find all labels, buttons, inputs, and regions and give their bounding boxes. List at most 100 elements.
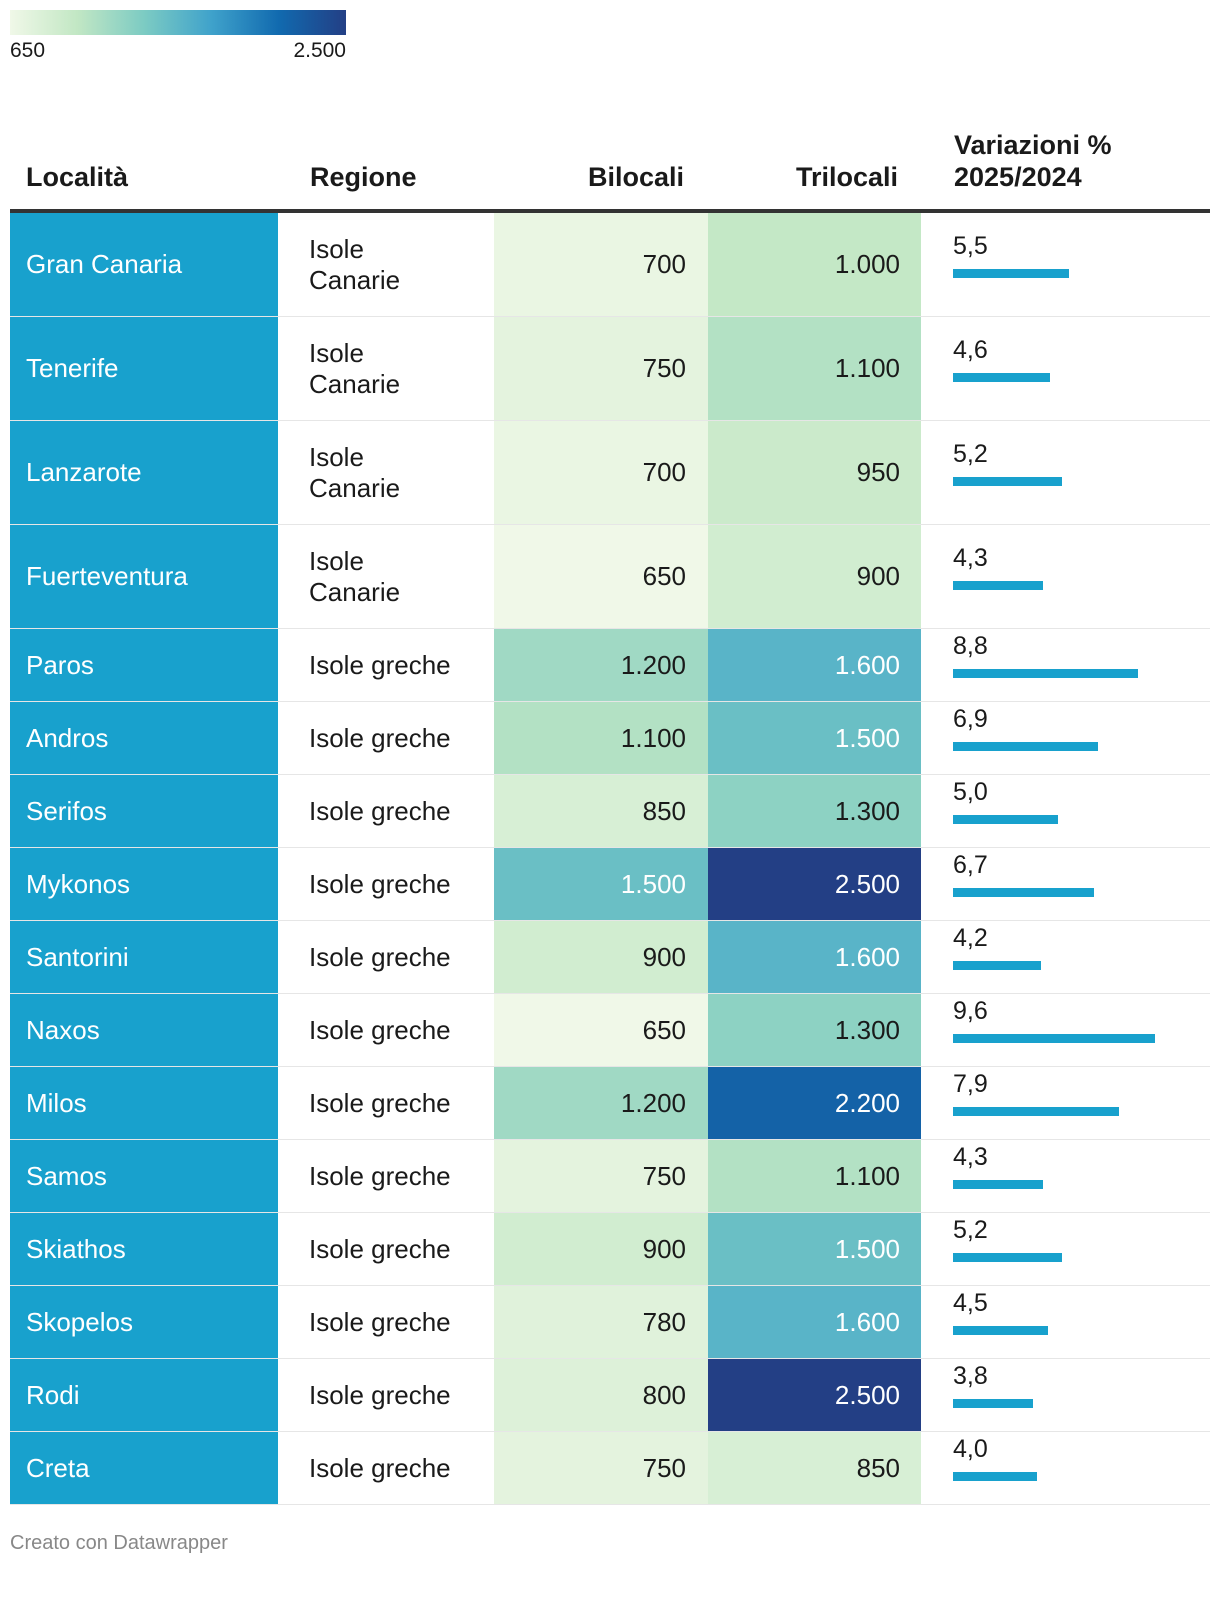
legend-gradient-bar: [10, 10, 346, 35]
variazione-value: 4,6: [953, 335, 988, 364]
cell-trilocali: 1.600: [708, 1286, 921, 1358]
cell-localita: Fuerteventura: [10, 525, 278, 628]
cell-trilocali: 2.500: [708, 848, 921, 920]
cell-variazione: 5,2: [921, 1213, 1210, 1285]
cell-variazione: 6,7: [921, 848, 1210, 920]
cell-localita: Milos: [10, 1067, 278, 1139]
cell-trilocali: 2.500: [708, 1359, 921, 1431]
cell-localita: Rodi: [10, 1359, 278, 1431]
table-row: Serifos Isole greche 850 1.300 5,0: [10, 775, 1210, 848]
table-row: Samos Isole greche 750 1.100 4,3: [10, 1140, 1210, 1213]
header-localita: Località: [26, 162, 129, 192]
cell-bilocali: 900: [494, 1213, 708, 1285]
variazione-bar: [953, 372, 1050, 382]
variazione-value: 4,2: [953, 924, 988, 952]
variazione-bar: [953, 1472, 1037, 1481]
cell-variazione: 6,9: [921, 702, 1210, 774]
cell-trilocali: 1.600: [708, 629, 921, 701]
color-legend: 650 2.500: [10, 10, 346, 65]
header-variazioni: Variazioni % 2025/2024: [954, 129, 1174, 193]
cell-trilocali: 850: [708, 1432, 921, 1504]
header-variazioni-line1: Variazioni %: [954, 130, 1112, 160]
variazione-value: 9,6: [953, 997, 988, 1025]
variazione-bar: [953, 580, 1043, 590]
cell-variazione: 4,3: [921, 525, 1210, 628]
cell-variazione: 4,6: [921, 317, 1210, 420]
cell-bilocali: 1.100: [494, 702, 708, 774]
variazione-value: 4,3: [953, 1143, 988, 1171]
cell-variazione: 4,0: [921, 1432, 1210, 1504]
table-row: Skopelos Isole greche 780 1.600 4,5: [10, 1286, 1210, 1359]
cell-localita: Andros: [10, 702, 278, 774]
cell-bilocali: 650: [494, 994, 708, 1066]
variazione-value: 5,0: [953, 778, 988, 806]
cell-variazione: 7,9: [921, 1067, 1210, 1139]
variazione-value: 7,9: [953, 1070, 988, 1098]
cell-localita: Santorini: [10, 921, 278, 993]
variazione-bar: [953, 888, 1094, 897]
cell-bilocali: 850: [494, 775, 708, 847]
cell-bilocali: 650: [494, 525, 708, 628]
variazione-bar: [953, 476, 1062, 486]
cell-localita: Skopelos: [10, 1286, 278, 1358]
cell-trilocali: 1.300: [708, 994, 921, 1066]
cell-variazione: 8,8: [921, 629, 1210, 701]
cell-variazione: 9,6: [921, 994, 1210, 1066]
cell-bilocali: 1.500: [494, 848, 708, 920]
cell-localita: Lanzarote: [10, 421, 278, 524]
cell-trilocali: 1.100: [708, 1140, 921, 1212]
cell-variazione: 5,5: [921, 213, 1210, 316]
table-row: Paros Isole greche 1.200 1.600 8,8: [10, 629, 1210, 702]
cell-trilocali: 1.500: [708, 1213, 921, 1285]
cell-trilocali: 1.100: [708, 317, 921, 420]
cell-regione: Isole Canarie: [309, 441, 401, 503]
cell-localita: Mykonos: [10, 848, 278, 920]
table-row: Andros Isole greche 1.100 1.500 6,9: [10, 702, 1210, 775]
cell-bilocali: 1.200: [494, 1067, 708, 1139]
cell-trilocali: 950: [708, 421, 921, 524]
cell-localita: Serifos: [10, 775, 278, 847]
variazione-value: 4,0: [953, 1435, 988, 1463]
footer-credit: Creato con Datawrapper: [10, 1532, 228, 1554]
variazione-value: 4,5: [953, 1289, 988, 1317]
variazione-bar: [953, 1326, 1048, 1335]
variazione-bar: [953, 961, 1041, 970]
cell-regione: Isole greche: [309, 649, 451, 680]
table-row: Creta Isole greche 750 850 4,0: [10, 1432, 1210, 1505]
variazione-bar: [953, 1399, 1033, 1408]
cell-trilocali: 1.500: [708, 702, 921, 774]
cell-localita: Naxos: [10, 994, 278, 1066]
cell-localita: Paros: [10, 629, 278, 701]
table-row: Rodi Isole greche 800 2.500 3,8: [10, 1359, 1210, 1432]
table-row: Milos Isole greche 1.200 2.200 7,9: [10, 1067, 1210, 1140]
variazione-value: 6,9: [953, 705, 988, 733]
cell-regione: Isole greche: [309, 722, 451, 753]
table-body: Gran Canaria Isole Canarie 700 1.000 5,5 Tene…: [10, 213, 1210, 1505]
cell-regione: Isole Canarie: [309, 337, 401, 399]
variazione-bar: [953, 1180, 1043, 1189]
cell-variazione: 4,3: [921, 1140, 1210, 1212]
cell-bilocali: 1.200: [494, 629, 708, 701]
variazione-value: 5,2: [953, 1216, 988, 1244]
cell-variazione: 5,2: [921, 421, 1210, 524]
cell-bilocali: 800: [494, 1359, 708, 1431]
variazione-bar: [953, 742, 1098, 751]
cell-bilocali: 750: [494, 1432, 708, 1504]
cell-regione: Isole greche: [309, 1014, 451, 1045]
cell-regione: Isole greche: [309, 941, 451, 972]
variazione-value: 5,2: [953, 439, 988, 468]
cell-regione: Isole greche: [309, 868, 451, 899]
header-regione: Regione: [310, 162, 417, 192]
table-row: Naxos Isole greche 650 1.300 9,6: [10, 994, 1210, 1067]
cell-bilocali: 750: [494, 317, 708, 420]
legend-max-label: 2.500: [293, 39, 346, 62]
data-table: Località Regione Bilocali Trilocali Vari…: [10, 110, 1210, 1505]
table-row: Mykonos Isole greche 1.500 2.500 6,7: [10, 848, 1210, 921]
variazione-value: 4,3: [953, 543, 988, 572]
cell-regione: Isole greche: [309, 1160, 451, 1191]
header-bilocali: Bilocali: [587, 162, 684, 192]
cell-regione: Isole greche: [309, 1087, 451, 1118]
variazione-value: 5,5: [953, 231, 988, 260]
cell-trilocali: 1.000: [708, 213, 921, 316]
table-row: Tenerife Isole Canarie 750 1.100 4,6: [10, 317, 1210, 421]
